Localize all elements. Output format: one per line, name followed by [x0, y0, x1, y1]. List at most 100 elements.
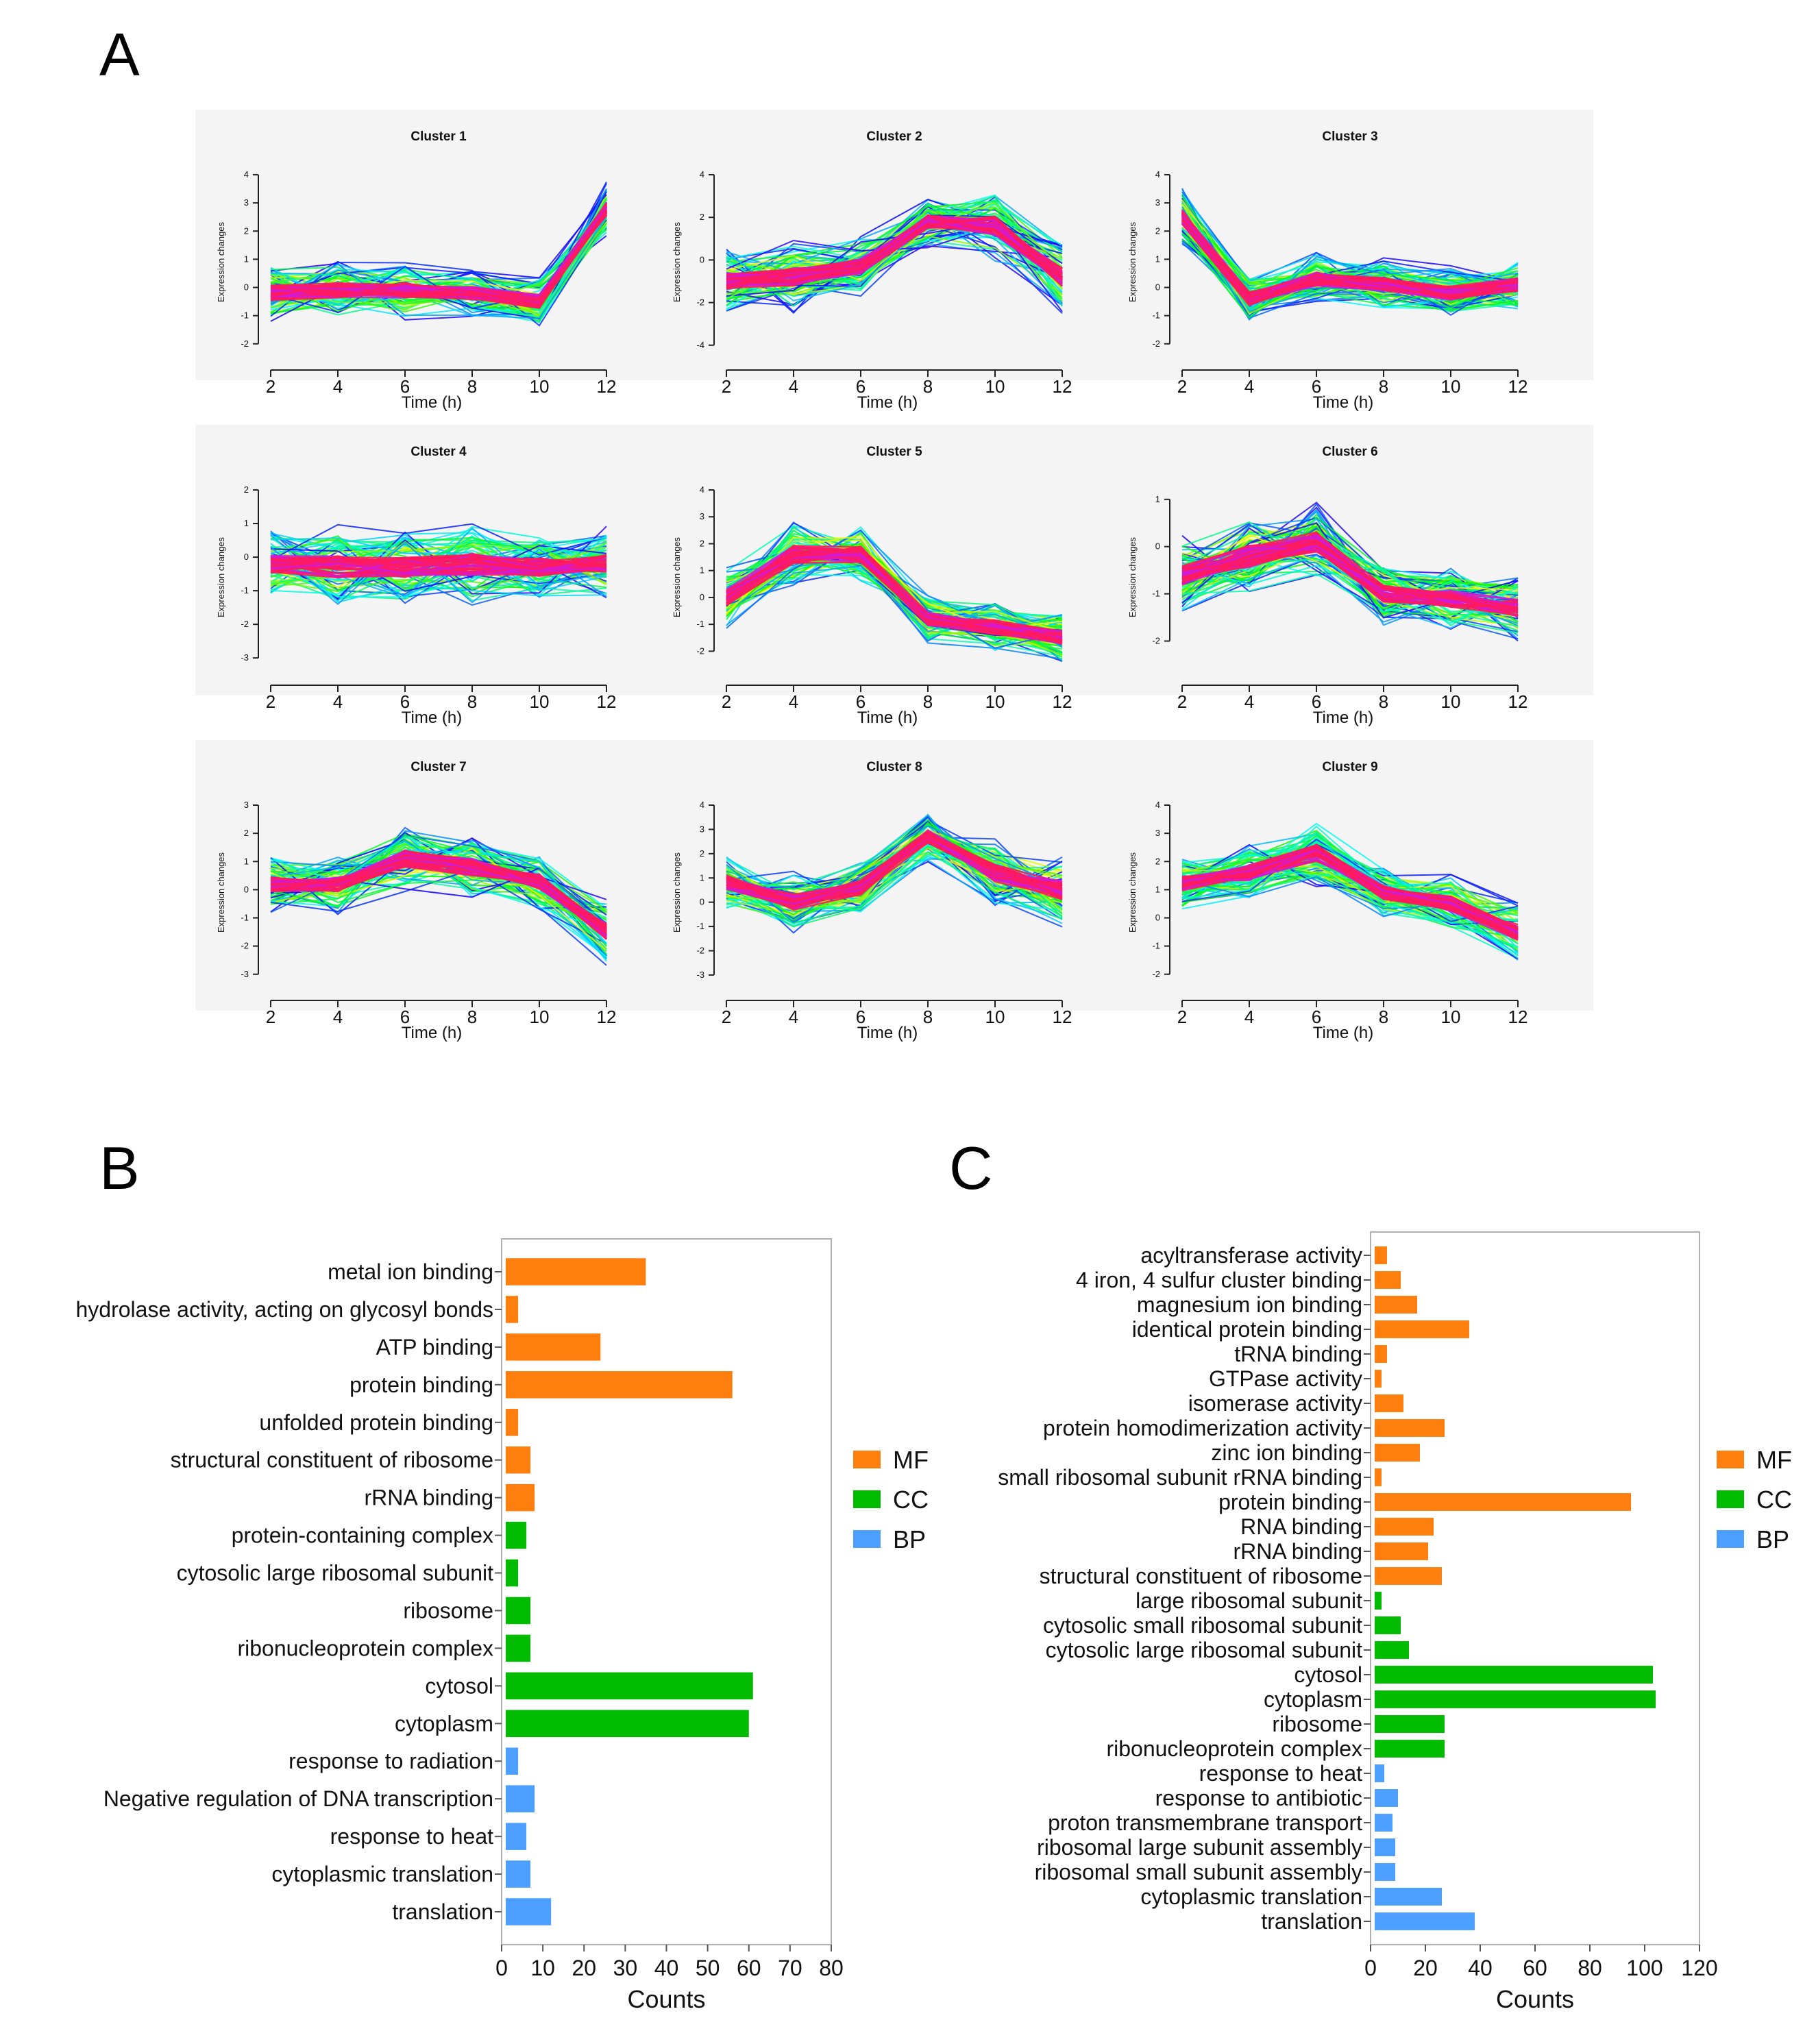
category-label: cytosol	[425, 1673, 493, 1698]
y-tick-label: -3	[696, 970, 704, 980]
category-label: hydrolase activity, acting on glycosyl b…	[76, 1297, 494, 1322]
legend-swatch	[853, 1451, 881, 1468]
category-label: rRNA binding	[364, 1486, 493, 1510]
bar	[506, 1860, 530, 1888]
y-tick-label: 1	[1155, 254, 1160, 264]
y-tick-label: -1	[1152, 589, 1160, 599]
bar	[1375, 1888, 1442, 1906]
y-tick-label: 0	[700, 254, 704, 264]
category-label: response to antibiotic	[1155, 1786, 1362, 1810]
x-tick-label: 30	[613, 1956, 638, 1980]
category-label: proton transmembrane transport	[1048, 1810, 1362, 1835]
y-tick-label: -2	[696, 645, 704, 656]
bar	[1375, 1641, 1409, 1659]
cluster-title: Cluster 7	[410, 760, 466, 774]
y-tick-label: 1	[244, 856, 249, 866]
x-tick-label: 120	[1681, 1956, 1717, 1980]
x-tick-label: 8	[1379, 1007, 1388, 1027]
panel-label-b: B	[99, 1134, 140, 1202]
x-tick-label: 4	[789, 376, 798, 397]
x-tick-label: 10	[1441, 691, 1461, 712]
category-label: large ribosomal subunit	[1136, 1588, 1362, 1613]
x-tick-label: 0	[495, 1956, 508, 1980]
x-axis-label: Time (h)	[1313, 1024, 1373, 1042]
cluster-title: Cluster 1	[410, 130, 467, 144]
y-tick-label: 4	[1155, 800, 1160, 810]
bar	[1375, 1444, 1420, 1462]
x-tick-label: 2	[1177, 1007, 1187, 1027]
x-tick-label: 10	[985, 691, 1005, 712]
bar	[1375, 1518, 1434, 1536]
x-tick-label: 10	[985, 1007, 1005, 1027]
y-tick-label: -2	[696, 297, 704, 308]
y-tick-label: 3	[1155, 828, 1160, 838]
y-tick-label: 2	[244, 225, 249, 236]
y-tick-label: -1	[241, 310, 249, 321]
category-label: protein binding	[1218, 1490, 1362, 1514]
category-label: ribonucleoprotein complex	[237, 1636, 493, 1660]
legend-label: CC	[1756, 1486, 1792, 1514]
y-tick-label: -1	[696, 921, 704, 931]
legend-swatch	[1717, 1490, 1744, 1508]
x-tick-label: 8	[923, 376, 933, 397]
y-tick-label: -4	[696, 340, 704, 350]
y-axis-label: Expression changes	[1127, 852, 1138, 933]
legend-label: MF	[1756, 1446, 1792, 1474]
category-label: 4 iron, 4 sulfur cluster binding	[1076, 1268, 1362, 1292]
category-label: RNA binding	[1240, 1514, 1362, 1539]
x-tick-label: 8	[467, 691, 477, 712]
legend-swatch	[1717, 1451, 1744, 1468]
x-tick-label: 4	[333, 1007, 343, 1027]
x-tick-label: 2	[722, 691, 731, 712]
y-tick-label: -1	[241, 913, 249, 923]
cluster-title: Cluster 2	[866, 130, 922, 144]
x-tick-label: 0	[1364, 1956, 1377, 1980]
category-label: acyltransferase activity	[1140, 1243, 1362, 1268]
y-tick-label: -2	[1152, 636, 1160, 646]
legend-swatch	[853, 1530, 881, 1548]
y-tick-label: 0	[1155, 541, 1160, 552]
y-tick-label: 3	[700, 511, 704, 521]
y-tick-label: 1	[700, 565, 704, 576]
y-tick-label: 0	[700, 592, 704, 602]
y-tick-label: -1	[696, 619, 704, 629]
x-tick-label: 10	[1441, 376, 1461, 397]
x-axis-label: Time (h)	[1313, 709, 1373, 727]
category-label: small ribosomal subunit rRNA binding	[998, 1465, 1362, 1490]
x-tick-label: 10	[530, 691, 550, 712]
bar	[1375, 1814, 1392, 1832]
y-axis-label: Expression changes	[672, 221, 682, 302]
category-label: cytosol	[1294, 1662, 1362, 1687]
y-tick-label: 0	[244, 552, 249, 562]
x-tick-label: 40	[1468, 1956, 1493, 1980]
y-tick-label: -3	[241, 652, 249, 663]
x-tick-label: 20	[1413, 1956, 1438, 1980]
bar	[506, 1785, 535, 1812]
y-tick-label: -2	[1152, 969, 1160, 979]
x-tick-label: 8	[1379, 376, 1388, 397]
category-label: response to radiation	[289, 1749, 493, 1773]
category-label: cytosolic small ribosomal subunit	[1043, 1613, 1362, 1638]
bar	[506, 1522, 526, 1549]
x-tick-label: 8	[923, 1007, 933, 1027]
y-axis-label: Expression changes	[1127, 221, 1138, 302]
x-tick-label: 70	[778, 1956, 802, 1980]
x-tick-label: 10	[530, 376, 550, 397]
y-tick-label: 2	[244, 484, 249, 495]
x-axis-label: Time (h)	[857, 1024, 918, 1042]
y-tick-label: -2	[241, 941, 249, 951]
figure: A B C Cluster 1-2-101234Expression chang…	[0, 0, 1816, 2044]
bar	[506, 1296, 518, 1323]
y-tick-label: 3	[244, 197, 249, 208]
bar	[1375, 1320, 1469, 1338]
x-tick-label: 20	[572, 1956, 596, 1980]
bar	[506, 1446, 530, 1474]
x-tick-label: 12	[597, 691, 617, 712]
category-label: ribonucleoprotein complex	[1106, 1736, 1362, 1761]
y-tick-label: 1	[1155, 494, 1160, 504]
y-tick-label: 3	[244, 800, 249, 810]
y-tick-label: 1	[244, 518, 249, 528]
category-label: ribosomal large subunit assembly	[1037, 1835, 1362, 1860]
category-label: protein binding	[349, 1372, 493, 1397]
x-tick-label: 60	[737, 1956, 761, 1980]
